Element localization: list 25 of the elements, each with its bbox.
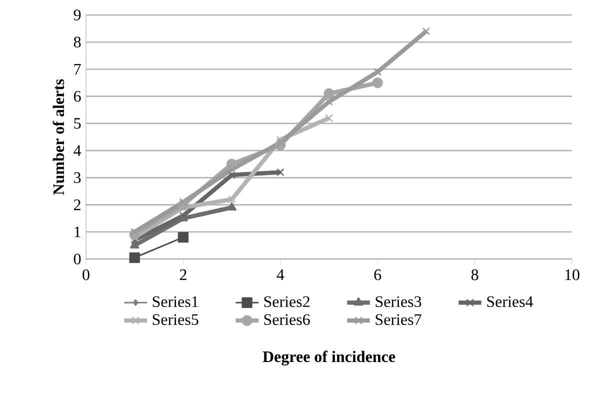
y-tick-label: 0 <box>74 254 81 264</box>
x-tick-label: 6 <box>374 269 382 280</box>
y-tick-label: 4 <box>74 145 82 156</box>
legend-label: Series3 <box>376 296 422 308</box>
y-axis-title: Number of alerts <box>52 79 64 195</box>
x-tick-label: 2 <box>180 269 186 280</box>
x-tick-label: 8 <box>471 269 478 280</box>
x-tick-label: 4 <box>276 269 284 280</box>
y-tick-label: 5 <box>74 118 81 129</box>
legend-label: Series1 <box>152 296 198 308</box>
legend-label: Series4 <box>487 296 534 308</box>
legend-label: Series6 <box>264 314 310 325</box>
y-tick-label: 7 <box>74 64 81 74</box>
x-tick-label: 0 <box>82 269 90 280</box>
legend-label: Series2 <box>264 296 310 308</box>
y-tick-label: 8 <box>74 36 81 48</box>
legend-label: Series5 <box>152 314 198 325</box>
y-tick-label: 6 <box>74 90 81 102</box>
x-axis-title: Degree of incidence <box>262 350 396 366</box>
legend-label: Series7 <box>376 314 422 325</box>
y-tick-label: 3 <box>74 172 81 184</box>
y-tick-label: 9 <box>74 10 81 20</box>
y-tick-label: 2 <box>74 199 80 210</box>
y-tick-label: 1 <box>74 226 80 238</box>
x-tick-label: 10 <box>565 269 580 280</box>
